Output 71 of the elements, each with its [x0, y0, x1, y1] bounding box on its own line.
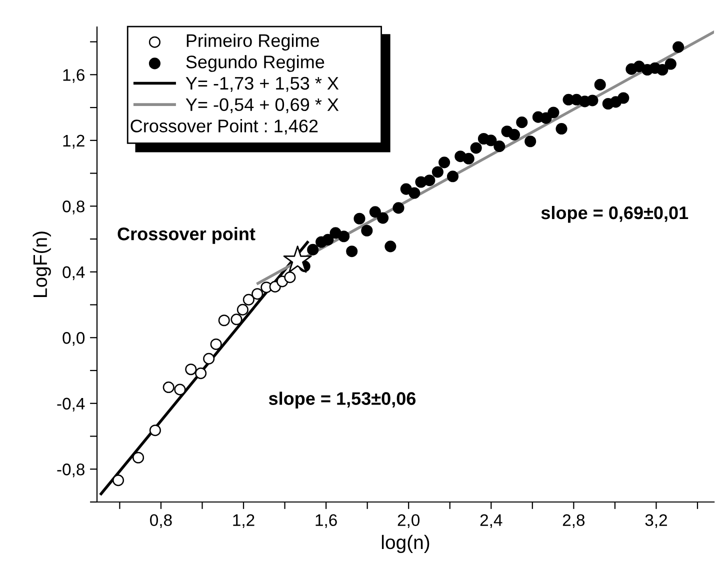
point	[218, 314, 230, 326]
y-tick-label: 1,6	[63, 69, 84, 83]
point	[424, 174, 436, 186]
x-tick-label: 1,6	[316, 514, 337, 528]
x-tick-label: 2,8	[562, 514, 585, 528]
point	[556, 122, 568, 135]
point	[236, 304, 248, 316]
point	[494, 140, 506, 152]
point	[656, 64, 668, 76]
legend-label: Y= -1,73 + 1,53 * X	[186, 76, 339, 92]
point	[384, 240, 396, 252]
point	[307, 244, 319, 256]
y-tick-label: 0,0	[62, 332, 85, 346]
point	[361, 224, 373, 236]
point	[485, 134, 497, 146]
point	[432, 166, 444, 178]
point	[508, 128, 520, 140]
point	[392, 202, 404, 214]
point	[516, 116, 528, 128]
y-tick-label: 1,2	[63, 134, 84, 149]
point	[354, 212, 366, 224]
point	[162, 382, 174, 394]
point	[586, 94, 598, 106]
point	[338, 230, 350, 242]
point	[185, 364, 197, 376]
x-tick-label: 1,2	[233, 514, 254, 528]
y-tick-label: 0,4	[62, 266, 85, 280]
annotation: slope = 0,69±0,01	[541, 206, 688, 223]
point	[462, 152, 474, 164]
point	[252, 288, 264, 300]
point	[132, 452, 144, 464]
legend-label: Segundo Regime	[186, 55, 324, 72]
point	[672, 41, 684, 53]
point	[284, 272, 296, 284]
point	[548, 106, 560, 118]
point	[203, 352, 215, 364]
point	[242, 294, 254, 306]
x-tick-label: 2,0	[398, 514, 420, 528]
legend-label: Y= -0,54 + 0,69 * X	[186, 98, 339, 114]
point	[470, 142, 482, 154]
annotation: Crossover Point : 1,462	[130, 119, 318, 135]
y-tick-label: -0,8	[57, 464, 84, 478]
point	[346, 246, 358, 258]
point	[377, 212, 389, 224]
annotation: Crossover point	[118, 227, 256, 244]
point	[174, 384, 186, 396]
point	[283, 246, 312, 273]
point	[195, 368, 207, 380]
y-axis-title: LogF(n)	[32, 232, 51, 297]
point	[322, 234, 334, 246]
point	[664, 58, 676, 70]
point	[438, 156, 450, 168]
x-tick-label: 0,8	[150, 514, 172, 528]
point	[540, 112, 552, 124]
point	[369, 206, 381, 218]
legend-label: Primeiro Regime	[186, 34, 320, 51]
point	[210, 338, 222, 350]
point	[446, 170, 459, 182]
x-tick-label: 2,4	[480, 514, 502, 528]
point	[618, 92, 630, 104]
y-tick-label: 0,8	[62, 200, 84, 214]
point	[594, 78, 606, 90]
annotation: slope = 1,53±0,06	[268, 392, 416, 409]
point	[112, 474, 124, 486]
point	[408, 187, 420, 199]
y-tick-label: -0,4	[57, 398, 85, 412]
x-tick-label: 3,2	[645, 514, 667, 528]
x-axis-title: log(n)	[382, 534, 430, 554]
point	[524, 136, 536, 148]
point	[149, 424, 161, 436]
point	[230, 314, 242, 326]
